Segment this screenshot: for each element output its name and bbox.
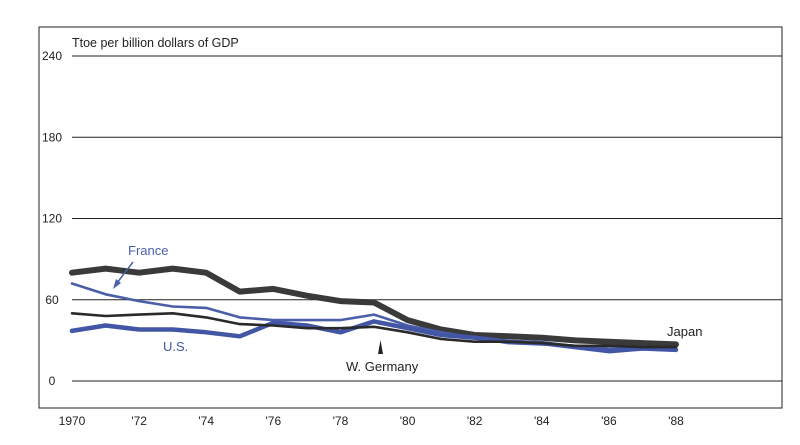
series-line-w-germany xyxy=(70,311,678,349)
y-tick-label: 0 xyxy=(49,374,56,388)
x-tick-label: '78 xyxy=(333,414,349,428)
x-tick-label: '82 xyxy=(467,414,483,428)
w-germany-pointer-arrowhead xyxy=(378,340,383,354)
x-tick-label: '80 xyxy=(400,414,416,428)
x-tick-label: '86 xyxy=(601,414,617,428)
series-line-japan xyxy=(69,265,679,348)
plot-frame xyxy=(38,26,783,409)
france-pointer-line xyxy=(116,261,134,284)
x-tick-label: '84 xyxy=(534,414,550,428)
y-tick-label: 120 xyxy=(42,212,62,226)
y-tick-label: 240 xyxy=(42,49,62,63)
x-tick-label: '74 xyxy=(198,414,214,428)
y-tick-label: 60 xyxy=(45,293,59,307)
x-tick-label: '72 xyxy=(131,414,147,428)
y-tick-label: 180 xyxy=(42,130,62,144)
y-tick-labels: 0 60 120 180 240 xyxy=(42,49,62,388)
series-label: Japan xyxy=(667,324,702,339)
series-label: W. Germany xyxy=(346,359,419,374)
x-tick-label: 1970 xyxy=(59,414,86,428)
series-label: France xyxy=(128,243,168,258)
x-tick-label: '88 xyxy=(668,414,684,428)
series-lines xyxy=(69,265,679,354)
series-line-u-s xyxy=(69,319,679,354)
x-tick-label: '76 xyxy=(266,414,282,428)
france-pointer-arrowhead xyxy=(113,279,121,289)
gridlines xyxy=(72,55,782,382)
series-label: U.S. xyxy=(163,339,188,354)
y-axis-title: Ttoe per billion dollars of GDP xyxy=(72,36,239,50)
x-tick-labels: 1970 '72 '74 '76 '78 '80 '82 '84 '86 '88 xyxy=(59,414,684,428)
series-annotations: Japan France U.S. W. Germany xyxy=(113,243,702,374)
